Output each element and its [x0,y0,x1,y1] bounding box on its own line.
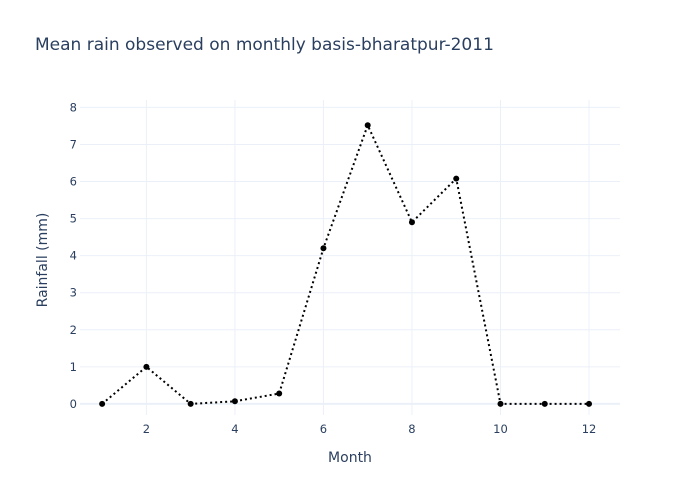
data-point[interactable] [187,400,194,407]
data-point[interactable] [364,122,371,129]
y-tick-label: 6 [70,175,77,189]
data-point[interactable] [143,363,150,370]
x-tick-label: 4 [231,422,238,436]
chart-title: Mean rain observed on monthly basis-bhar… [35,35,494,55]
grid-layer [80,100,620,415]
y-tick-label: 0 [70,397,77,411]
x-tick-label: 6 [320,422,327,436]
x-tick-label: 12 [582,422,597,436]
y-tick-label: 1 [70,360,77,374]
x-tick-label: 2 [143,422,150,436]
x-tick-label: 8 [408,422,415,436]
data-point[interactable] [320,245,327,252]
series-line [101,122,590,405]
y-tick-label: 2 [70,323,77,337]
x-tick-label: 10 [493,422,508,436]
data-point[interactable] [586,400,593,407]
y-tick-label: 7 [70,137,77,151]
data-point[interactable] [276,390,283,397]
series-layer [99,122,593,407]
y-tick-label: 3 [70,286,77,300]
data-point[interactable] [541,400,548,407]
y-tick-label: 8 [70,100,77,114]
x-axis-label: Month [328,450,372,466]
data-point[interactable] [231,398,238,405]
data-point[interactable] [453,175,460,182]
y-axis-label: Rainfall (mm) [35,213,51,308]
data-point[interactable] [497,400,504,407]
data-point[interactable] [408,219,415,226]
y-tick-label: 4 [70,249,77,263]
y-tick-label: 5 [70,212,77,226]
data-point[interactable] [99,400,106,407]
